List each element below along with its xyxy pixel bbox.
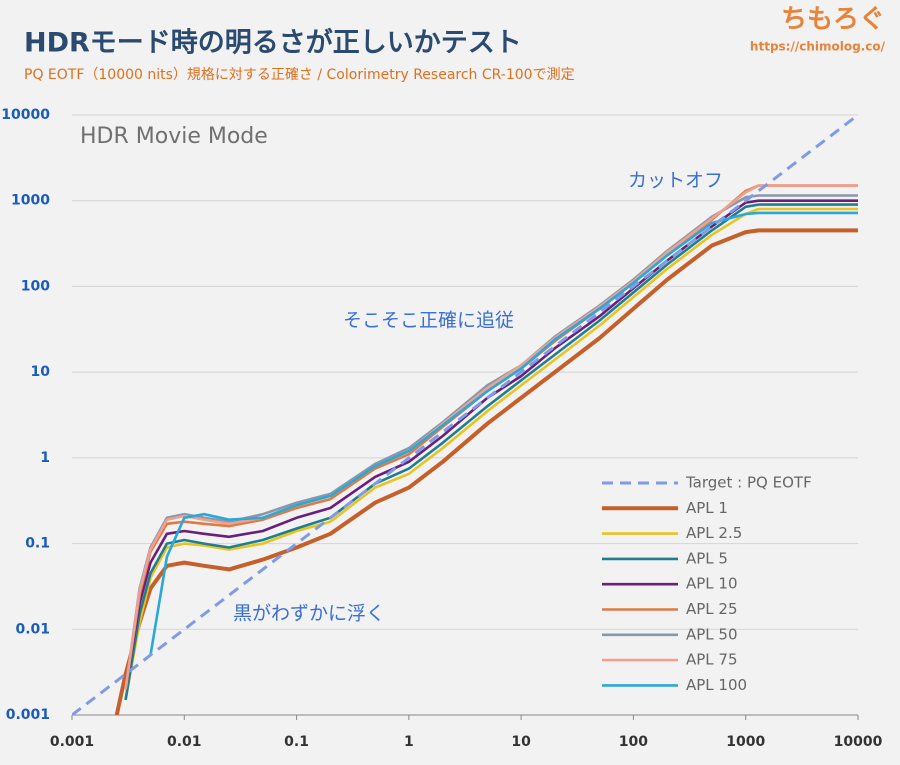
y-tick-label: 0.1 xyxy=(25,536,50,552)
x-tick-label: 100 xyxy=(619,734,648,750)
x-tick-label: 0.001 xyxy=(50,734,94,750)
annotation: カットオフ xyxy=(628,170,723,192)
x-tick-label: 10 xyxy=(511,734,531,750)
annotation: 黒がわずかに浮く xyxy=(233,603,385,625)
legend-label: APL 100 xyxy=(686,676,747,694)
legend-label: APL 1 xyxy=(686,499,728,517)
y-tick-label: 100 xyxy=(21,278,50,294)
logo: ちもろぐ xyxy=(781,5,885,35)
x-tick-label: 1000 xyxy=(726,734,765,750)
x-tick-label: 1 xyxy=(404,734,414,750)
x-tick-label: 0.01 xyxy=(167,734,202,750)
x-tick-label: 10000 xyxy=(834,734,883,750)
legend-label: APL 10 xyxy=(686,575,738,593)
y-tick-label: 0.01 xyxy=(15,621,50,637)
annotation: そこそこ正確に追従 xyxy=(343,310,514,332)
legend-label: APL 50 xyxy=(686,625,738,643)
chart-title: HDRモード時の明るさが正しいかテスト xyxy=(24,27,522,59)
legend-label: Target : PQ EOTF xyxy=(685,474,812,492)
legend-label: APL 2.5 xyxy=(686,524,742,542)
y-tick-label: 0.001 xyxy=(6,707,50,723)
y-tick-label: 10 xyxy=(31,364,51,380)
x-tick-label: 0.1 xyxy=(284,734,309,750)
series-line xyxy=(114,228,858,715)
chart-subtitle: PQ EOTF（10000 nits）規格に対する正確さ / Colorimet… xyxy=(24,67,575,83)
series-line xyxy=(124,203,858,701)
y-tick-label: 1 xyxy=(40,450,50,466)
series-line xyxy=(124,199,858,690)
logo-url: https://chimolog.co/ xyxy=(750,40,886,54)
plot-lines xyxy=(72,113,858,715)
legend-label: APL 25 xyxy=(686,600,738,618)
legend-label: APL 5 xyxy=(686,549,728,567)
series-line xyxy=(149,211,858,656)
y-tick-label: 1000 xyxy=(11,193,50,209)
series-line xyxy=(72,113,858,715)
y-tick-label: 10000 xyxy=(1,107,50,123)
panel-label: HDR Movie Mode xyxy=(80,124,268,149)
legend-label: APL 75 xyxy=(686,651,738,669)
